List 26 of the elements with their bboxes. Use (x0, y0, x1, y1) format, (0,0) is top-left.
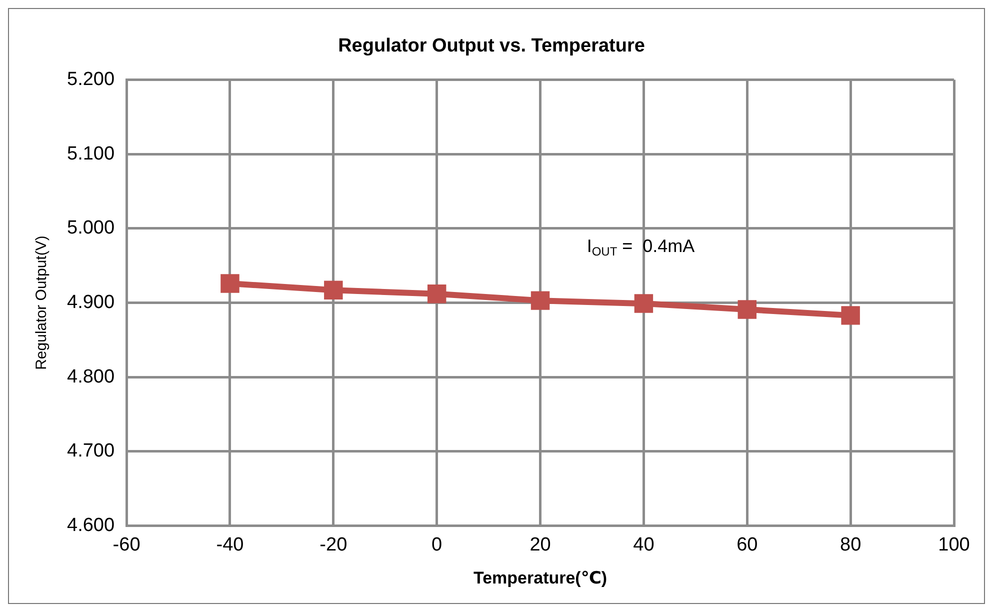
x-tick-label: 60 (736, 534, 758, 556)
point (324, 280, 343, 300)
y-tick-label: 5.100 (67, 143, 115, 164)
x-tick-label: 80 (840, 534, 862, 556)
y-tick-label: 5.000 (67, 218, 115, 239)
point (841, 306, 860, 325)
x-tick-label: 20 (530, 534, 551, 556)
y-tick-label: 5.200 (67, 69, 115, 90)
y-tick-label: 4.900 (67, 292, 115, 314)
x-tick-label: 40 (633, 534, 654, 556)
x-axis-title: Temperature(℃) (473, 568, 608, 588)
point (634, 294, 654, 313)
y-tick-label: 4.700 (67, 440, 115, 462)
point (427, 284, 446, 304)
y-axis-title: Regulator Output(V) (33, 236, 50, 370)
point (220, 274, 240, 293)
x-tick-label: -60 (112, 534, 140, 556)
y-tick-label: 4.600 (67, 515, 115, 536)
x-tick-label: 0 (432, 534, 442, 556)
y-tick-label: 4.800 (67, 366, 115, 388)
point (738, 300, 756, 319)
x-tick-label: -20 (320, 534, 348, 556)
point (530, 291, 550, 310)
x-tick-label: 100 (938, 534, 970, 556)
x-tick-label: -40 (216, 534, 244, 556)
chart-title: Regulator Output vs. Temperature (338, 36, 645, 57)
